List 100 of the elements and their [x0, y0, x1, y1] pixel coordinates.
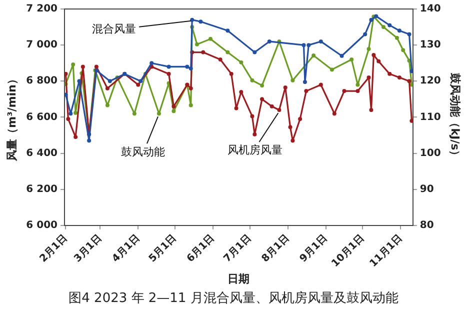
point [172, 104, 176, 108]
point [407, 32, 412, 36]
point [401, 48, 406, 52]
point [229, 72, 234, 76]
y2-tick-label: 120 [420, 76, 441, 87]
point [136, 82, 140, 87]
x-tick-label: 7月1日 [222, 232, 254, 265]
y2-tick-label: 110 [420, 112, 441, 123]
point [156, 112, 161, 116]
point [267, 39, 272, 44]
point [108, 79, 112, 84]
point [94, 64, 98, 69]
point [132, 112, 136, 116]
point [374, 14, 378, 18]
point [356, 82, 360, 87]
x-tick-label: 10月1日 [330, 232, 367, 270]
y2-tick-label: 80 [420, 220, 434, 232]
point [252, 50, 257, 54]
point [270, 104, 274, 108]
y2-axis-title: 鼓风动能（kJ/s） [448, 72, 462, 162]
point [381, 25, 386, 30]
point [332, 112, 336, 116]
point [105, 86, 110, 90]
point [290, 138, 295, 143]
point [64, 92, 68, 97]
point [195, 42, 200, 46]
point [188, 86, 193, 90]
x-tick-label: 5月1日 [147, 232, 179, 265]
x-tick-label: 6月1日 [185, 232, 217, 265]
point [66, 117, 70, 122]
y2-tick-label: 100 [420, 148, 441, 159]
point [312, 54, 316, 58]
y2-tick-label: 140 [420, 4, 441, 15]
point [283, 85, 288, 90]
point [304, 89, 308, 94]
y-tick-label: 6 600 [26, 112, 58, 123]
y-tick-label: 6 800 [26, 76, 58, 87]
text: 图4 2023 年 2—11 月混合风量、风机房风量及鼓风动能 [68, 290, 400, 307]
point [150, 61, 154, 66]
point [288, 125, 292, 130]
point [397, 76, 402, 80]
point [340, 54, 344, 58]
point [234, 106, 238, 110]
point [198, 20, 203, 24]
series-label: 风机房风量 [228, 143, 283, 156]
point [77, 79, 82, 84]
point [366, 47, 371, 52]
point [394, 36, 399, 40]
point [166, 64, 171, 69]
point [201, 50, 206, 54]
point [218, 57, 222, 62]
point [74, 110, 78, 115]
point [138, 79, 143, 84]
y-tick-label: 6 000 [26, 220, 58, 232]
x-tick-label: 8月1日 [260, 232, 292, 265]
point [388, 23, 392, 28]
x-tick-label: 4月1日 [110, 232, 142, 265]
x-axis-title: 日期 [228, 272, 250, 286]
point [363, 32, 368, 36]
point [277, 108, 282, 112]
y2-tick-label: 130 [420, 40, 441, 51]
point [166, 72, 171, 76]
point [302, 43, 306, 48]
y-axis-title: 风量（m³/min） [5, 74, 18, 162]
point [290, 78, 295, 82]
y-tick-label: 6 200 [26, 184, 58, 195]
point [302, 80, 307, 84]
point [369, 108, 374, 112]
point [239, 60, 244, 64]
y-tick-label: 7 200 [26, 4, 58, 15]
y2-tick-label: 90 [420, 184, 434, 195]
point [71, 62, 76, 67]
point [369, 18, 374, 22]
y-tick-label: 6 400 [26, 148, 58, 159]
point [397, 28, 402, 33]
point [87, 138, 92, 143]
text: 混合风量 [92, 22, 136, 36]
point [410, 69, 413, 74]
point [74, 135, 78, 140]
point [250, 114, 254, 118]
point [306, 43, 311, 48]
point [239, 90, 244, 94]
point [388, 72, 392, 76]
point [185, 64, 190, 69]
x-tick-label: 3月1日 [72, 232, 104, 265]
point [330, 68, 334, 72]
point [372, 52, 376, 57]
point [342, 89, 346, 94]
point [350, 57, 354, 62]
point [298, 117, 302, 122]
point [250, 78, 254, 82]
point [226, 28, 230, 33]
point [376, 59, 381, 64]
point [407, 79, 412, 84]
text: 鼓风动能 [120, 145, 165, 158]
point [64, 72, 68, 76]
point [318, 39, 323, 44]
point [252, 132, 257, 136]
x-tick-label: 9月1日 [298, 232, 330, 265]
point [366, 76, 371, 80]
